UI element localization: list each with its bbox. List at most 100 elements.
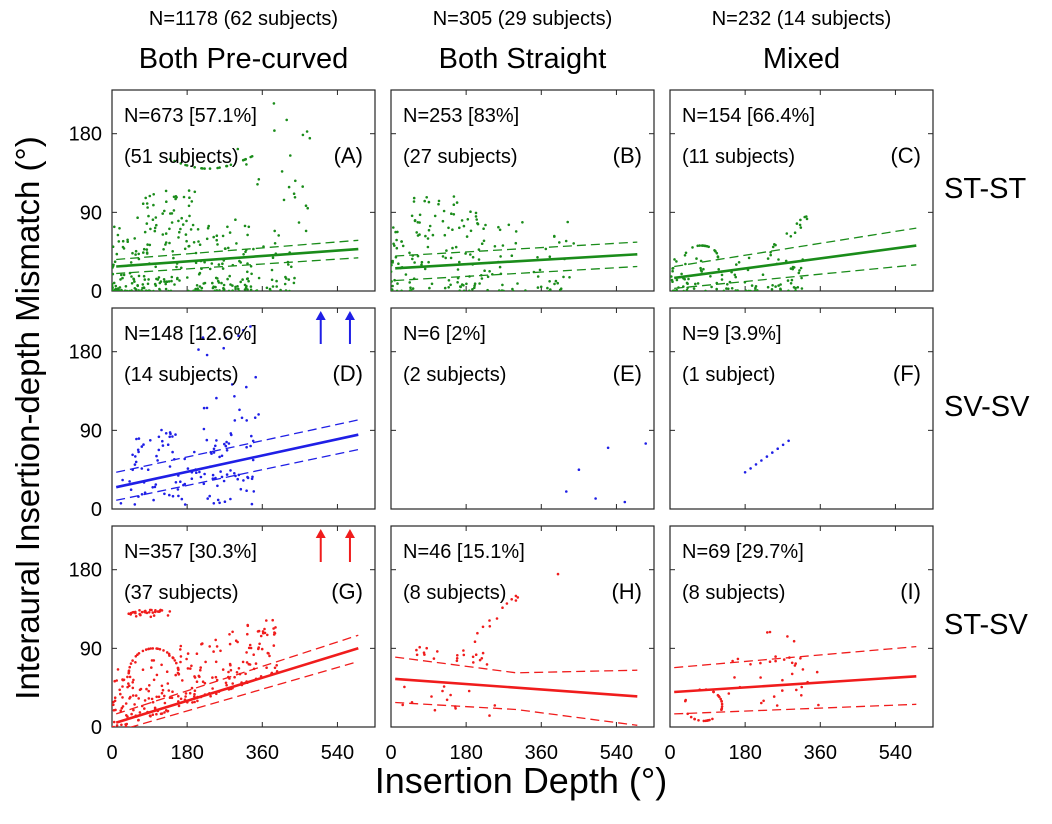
x-tick-label: 360 [804,742,837,764]
data-point [246,475,249,479]
data-point [774,655,777,658]
data-point [146,468,150,472]
data-point [237,287,240,291]
data-point [164,287,168,291]
data-point [623,500,627,504]
data-point [137,289,140,291]
data-point [423,199,427,203]
data-point [215,439,218,442]
data-point [449,283,452,287]
data-point [275,279,278,283]
data-point [442,685,446,688]
data-point [257,413,260,416]
data-point [165,200,168,203]
data-point [166,710,169,713]
data-point [173,283,176,286]
data-point [488,619,491,622]
data-point [675,260,678,263]
data-point [170,279,173,283]
data-point [173,659,177,662]
data-point [761,273,765,277]
data-point [455,659,459,663]
data-point [183,247,187,251]
panel-frame [669,307,934,510]
data-point [205,438,209,442]
data-point [191,223,195,227]
data-point [159,280,163,283]
data-point [143,699,147,702]
data-point [148,243,152,247]
data-point [498,265,502,269]
data-point [249,288,253,291]
data-point [266,633,269,637]
data-point [140,467,144,470]
data-point [442,209,446,213]
data-point [505,602,509,605]
data-point [805,217,809,221]
data-point [251,458,255,462]
data-point [447,226,450,230]
column-count-precurved: N=1178 (62 subjects) [148,8,339,30]
data-point [147,278,150,281]
panel-n-label: N=673 [57.1%] [124,105,257,127]
data-point [800,276,803,280]
data-point [408,251,411,255]
data-point [195,652,199,655]
data-point [759,676,762,679]
data-point [234,639,238,642]
data-point [202,406,206,410]
data-point [488,714,491,717]
data-point [165,651,169,654]
data-point [193,692,196,696]
data-point [420,263,423,267]
data-point [229,163,233,167]
data-point [263,627,266,631]
data-point [308,136,312,140]
data-point [272,644,276,647]
data-point [273,242,277,245]
data-point [193,190,197,194]
data-point [163,701,167,705]
data-point [179,655,183,658]
data-point [201,336,205,339]
data-point [167,289,170,291]
data-point [793,664,797,667]
data-point [800,685,803,689]
data-point [744,289,748,291]
data-point [215,396,218,400]
data-point [514,599,518,602]
data-point [427,260,430,264]
data-point [273,631,276,634]
data-point [790,672,794,676]
data-point [160,428,163,432]
data-point [568,276,571,279]
data-point [797,271,801,275]
panel-letter: (E) [613,361,642,386]
data-point [203,260,206,264]
data-point [410,214,414,218]
data-point [720,273,724,277]
data-point [418,645,422,649]
data-point [134,288,138,291]
data-point [443,286,447,290]
data-point [274,626,277,629]
data-point [184,692,188,695]
data-point [396,230,399,234]
data-point [131,686,135,690]
data-point [208,494,211,498]
data-point [427,228,431,232]
data-point [164,232,168,235]
data-point [546,286,549,290]
data-point [144,196,147,200]
data-point [268,287,272,291]
x-tick-label: 540 [879,742,912,764]
data-point [798,269,801,272]
data-point [162,649,165,652]
data-point [137,437,141,440]
data-point [462,224,466,228]
data-point [172,656,175,660]
data-point [193,166,196,169]
data-point [467,689,471,693]
data-point [154,483,158,486]
data-point [157,276,161,279]
